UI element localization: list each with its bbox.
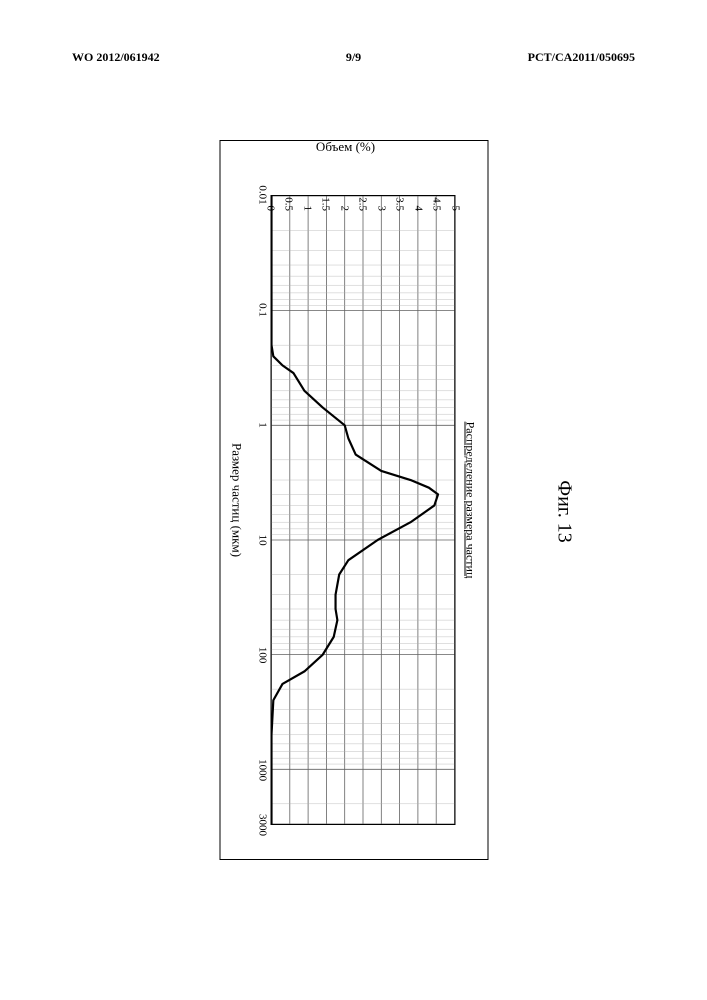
y-tick-label: 1.5 [320, 181, 332, 211]
y-tick-label: 3.5 [394, 181, 406, 211]
plot-area [270, 195, 455, 825]
header-right: PCT/CA2011/050695 [528, 50, 635, 65]
y-axis-label: Объем (%) [315, 139, 374, 155]
x-tick-label: 10 [256, 535, 268, 546]
y-tick-label: 4 [412, 181, 424, 211]
page: WO 2012/061942 9/9 PCT/CA2011/050695 Рас… [0, 0, 707, 1000]
x-axis-label: Размер частиц (мкм) [228, 443, 244, 557]
x-tick-label: 3000 [256, 814, 268, 836]
y-tick-label: 0.5 [283, 181, 295, 211]
chart-svg [271, 196, 454, 824]
y-tick-label: 3 [375, 181, 387, 211]
chart-box: Объем (%) 00.511.522.533.544.550.010.111… [230, 155, 460, 845]
x-tick-label: 100 [256, 647, 268, 664]
chart-title: Распределение размера частиц [462, 153, 477, 847]
x-tick-label: 0.01 [256, 185, 268, 204]
y-tick-label: 2.5 [357, 181, 369, 211]
x-tick-label: 0.1 [256, 303, 268, 317]
y-tick-label: 5 [449, 181, 461, 211]
header-left: WO 2012/061942 [72, 50, 160, 65]
x-tick-label: 1000 [256, 759, 268, 781]
chart-frame: Распределение размера частиц Объем (%) 0… [219, 140, 488, 860]
figure-rotated-container: Распределение размера частиц Объем (%) 0… [219, 140, 488, 860]
header-page-number: 9/9 [346, 50, 361, 65]
y-tick-label: 2 [338, 181, 350, 211]
figure-caption: Фиг. 13 [553, 480, 576, 542]
y-tick-label: 1 [301, 181, 313, 211]
y-tick-label: 4.5 [431, 181, 443, 211]
x-tick-label: 1 [256, 422, 268, 428]
